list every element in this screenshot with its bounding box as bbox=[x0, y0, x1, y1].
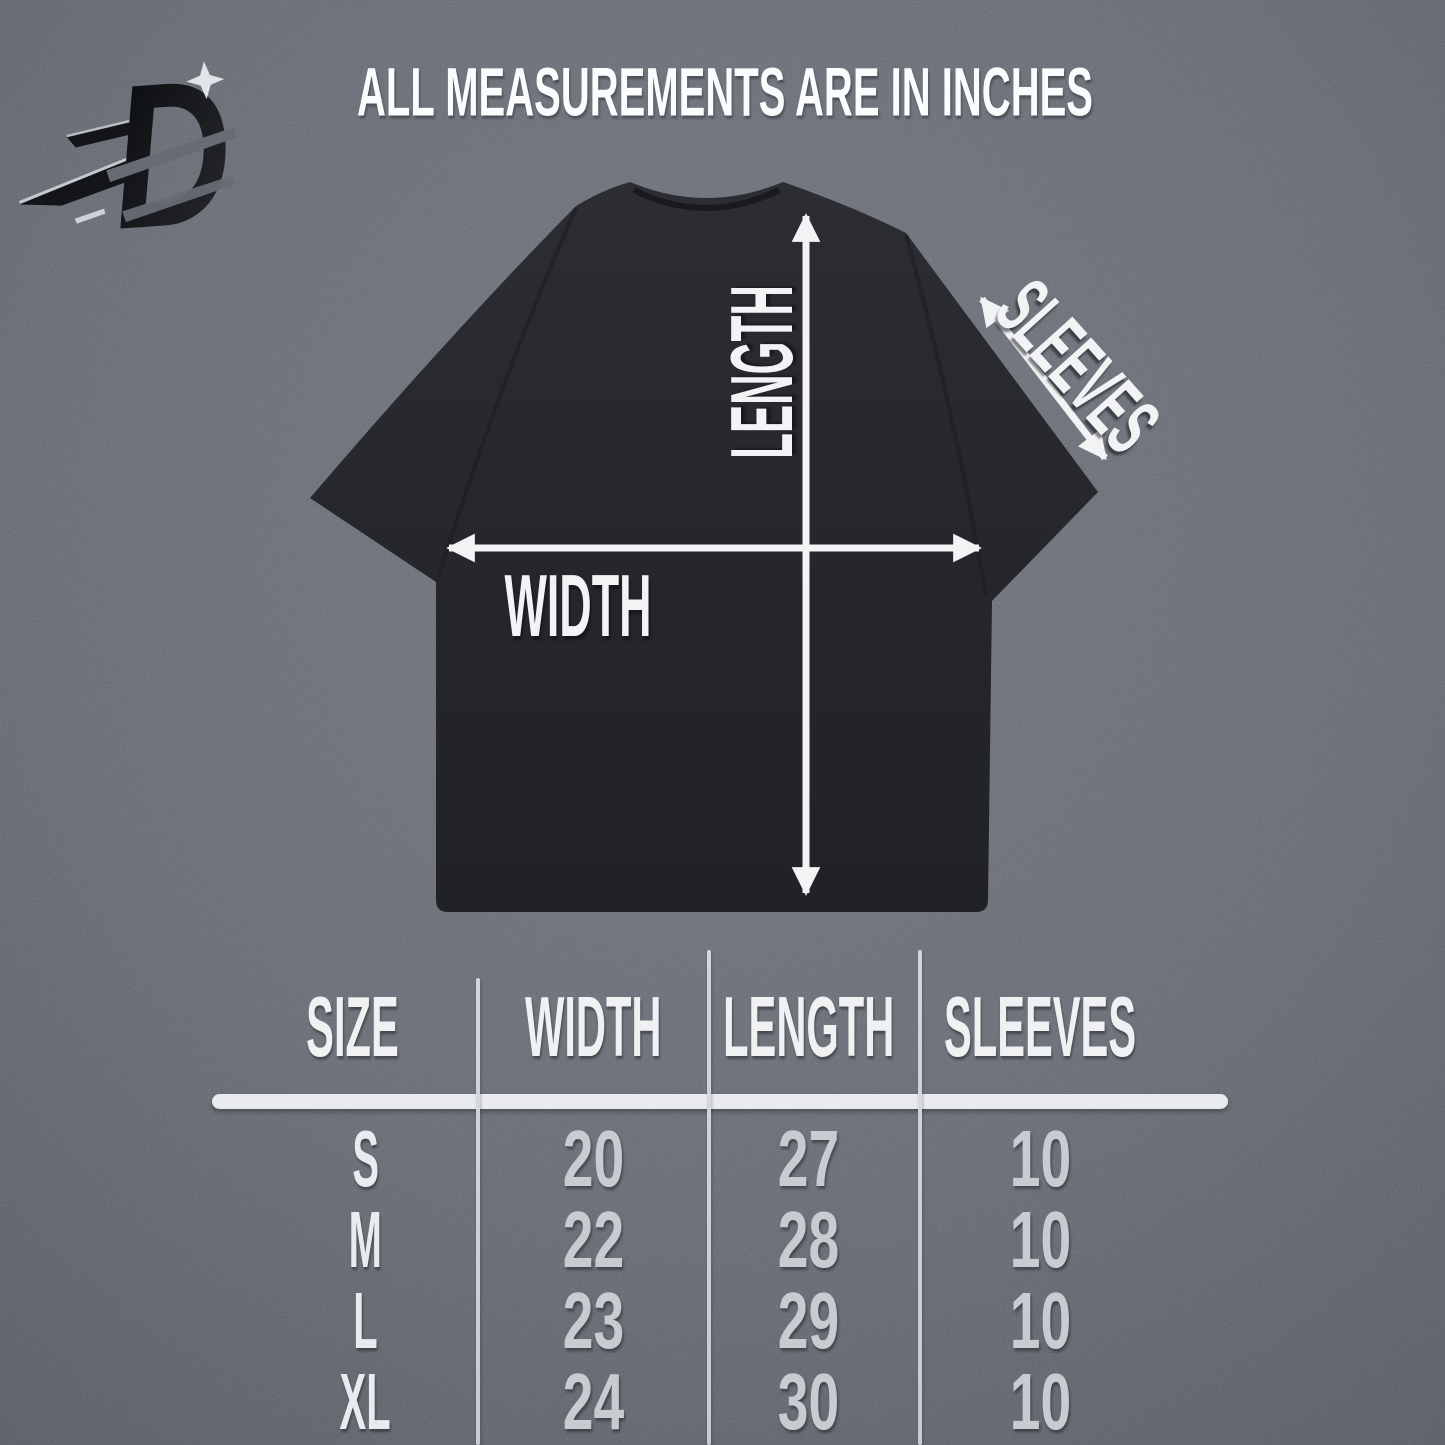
table-row-xl-sleeves: 10 bbox=[1009, 1356, 1071, 1445]
sleeves-arrow bbox=[979, 296, 1108, 461]
table-row-l-size: L bbox=[353, 1275, 378, 1365]
logo-streak-upper bbox=[66, 118, 148, 148]
length-label: LENGTH bbox=[712, 285, 811, 459]
header-width: WIDTH bbox=[525, 980, 662, 1075]
table-row-s-sleeves: 10 bbox=[1009, 1113, 1071, 1203]
column-divider-3 bbox=[918, 950, 922, 1445]
header-length: LENGTH bbox=[722, 980, 895, 1075]
table-row-s-size: S bbox=[352, 1113, 379, 1203]
logo-cut-1 bbox=[106, 127, 238, 183]
table-row-xl-width: 24 bbox=[562, 1356, 625, 1445]
table-row-m-width: 22 bbox=[562, 1194, 625, 1284]
page-title-text: ALL MEASUREMENTS ARE IN INCHES bbox=[357, 53, 1093, 131]
header-separator-line bbox=[212, 1094, 1228, 1109]
logo-cut-2 bbox=[122, 175, 236, 223]
table-row-l-width: 23 bbox=[562, 1275, 625, 1365]
collar-seam bbox=[632, 187, 781, 211]
logo-glint-star bbox=[186, 61, 225, 100]
table-row-m-size: M bbox=[348, 1194, 383, 1284]
brand-logo: D bbox=[18, 37, 239, 273]
table-row-s-length: 27 bbox=[777, 1113, 840, 1203]
left-sleeve-seam bbox=[436, 207, 578, 579]
table-row-m-length: 28 bbox=[777, 1194, 840, 1284]
table-row-xl-size: XL bbox=[339, 1356, 392, 1445]
header-sleeves: SLEEVES bbox=[943, 980, 1137, 1075]
logo-streak-upper-highlight bbox=[66, 116, 145, 138]
header-size: SIZE bbox=[306, 980, 399, 1075]
table-row-xl-length: 30 bbox=[777, 1356, 840, 1445]
size-chart-header-row: SIZE WIDTH LENGTH SLEEVES bbox=[215, 962, 1215, 1094]
size-chart-body: S 20 27 10 M 22 28 10 L 23 29 10 XL 24 bbox=[215, 1114, 1215, 1445]
column-divider-1 bbox=[476, 978, 480, 1445]
page-title: ALL MEASUREMENTS ARE IN INCHES bbox=[91, 58, 1360, 127]
measurement-arrows bbox=[446, 213, 1108, 896]
table-row-m-sleeves: 10 bbox=[1009, 1194, 1071, 1284]
logo-streak-tail-highlight bbox=[18, 156, 132, 204]
table-row-s-width: 20 bbox=[562, 1113, 625, 1203]
column-divider-2 bbox=[707, 950, 711, 1445]
table-row-l-length: 29 bbox=[777, 1275, 840, 1365]
logo-glint-sliver bbox=[74, 208, 106, 224]
table-row-l-sleeves: 10 bbox=[1009, 1275, 1071, 1365]
width-label: WIDTH bbox=[504, 556, 652, 655]
